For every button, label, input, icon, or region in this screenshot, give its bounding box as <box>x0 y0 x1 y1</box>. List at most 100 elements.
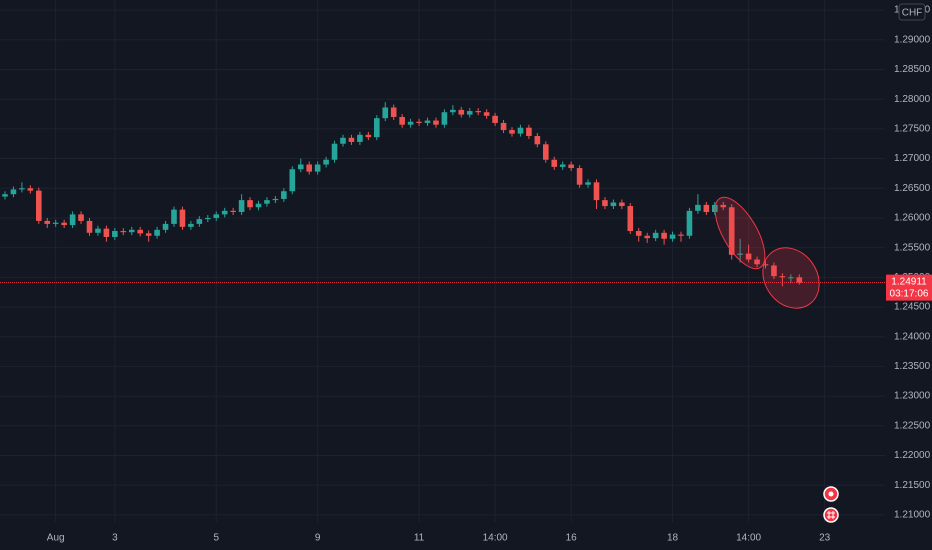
y-tick-label: 1.23500 <box>894 361 931 372</box>
x-tick-label: 18 <box>667 533 679 544</box>
candle-body <box>593 182 600 201</box>
candle-body <box>635 231 642 236</box>
y-tick-label: 1.22000 <box>894 450 931 461</box>
countdown-label: 03:17:06 <box>890 288 929 299</box>
candle-body <box>433 120 439 125</box>
candle-body <box>399 116 405 125</box>
candle-body <box>754 259 760 265</box>
candle-body <box>213 214 220 218</box>
candle-body <box>340 137 346 144</box>
ellipse-annotation[interactable] <box>705 190 774 276</box>
candle-body <box>424 120 431 123</box>
candle-body <box>652 232 659 239</box>
x-tick-label: Aug <box>47 533 65 544</box>
candle-body <box>703 204 710 213</box>
candle-body <box>255 203 262 208</box>
y-tick-label: 1.23000 <box>894 391 931 402</box>
candle-body <box>720 204 727 208</box>
candle-body <box>526 127 532 136</box>
candle-body <box>788 277 794 279</box>
candle-body <box>95 228 101 233</box>
candle-body <box>466 111 473 115</box>
candle-body <box>314 164 321 172</box>
candle-body <box>669 234 676 239</box>
y-tick-label: 1.27000 <box>894 153 931 164</box>
candle-body <box>264 200 270 204</box>
candle-body <box>27 188 34 191</box>
candle-body <box>492 115 498 123</box>
candle-body <box>500 122 507 131</box>
flag-icon[interactable] <box>823 507 839 523</box>
x-tick-label: 9 <box>315 533 321 544</box>
candle-body <box>534 135 541 145</box>
candle-body <box>771 265 777 277</box>
candle-body <box>230 210 236 213</box>
candle-body <box>737 253 743 255</box>
candle-body <box>602 200 608 207</box>
candle-body <box>678 234 684 236</box>
candle-body <box>661 232 667 239</box>
grid <box>0 0 885 522</box>
candle-body <box>441 112 448 125</box>
candle-body <box>2 194 8 197</box>
candle-body <box>610 202 617 207</box>
candle-body <box>407 121 414 125</box>
candle-body <box>779 276 786 278</box>
candles <box>2 102 803 287</box>
candle-body <box>619 202 625 207</box>
y-tick-label: 1.28000 <box>894 94 931 105</box>
candle-body <box>348 137 355 142</box>
candle-body <box>559 164 566 167</box>
candle-body <box>10 189 17 195</box>
candle-body <box>357 134 363 142</box>
y-tick-label: 1.24500 <box>894 302 931 313</box>
last-price-badge <box>886 274 932 301</box>
x-tick-label: 3 <box>112 533 118 544</box>
candle-body <box>179 209 186 227</box>
candle-body <box>568 164 574 169</box>
candle-body <box>627 206 634 232</box>
candle-body <box>390 107 397 117</box>
y-tick-label: 1.21000 <box>894 510 931 521</box>
candle-body <box>416 121 422 123</box>
candle-body <box>36 190 42 221</box>
candle-body <box>162 223 169 230</box>
currency-label: CHF <box>902 8 923 19</box>
candle-body <box>196 219 203 224</box>
x-tick-label: 16 <box>566 533 578 544</box>
x-tick-label: 11 <box>414 533 425 544</box>
candle-body <box>247 200 253 208</box>
candle-body <box>644 235 650 239</box>
y-tick-label: 1.28500 <box>894 64 931 75</box>
y-tick-label: 1.26500 <box>894 183 931 194</box>
candle-body <box>585 182 591 185</box>
candle-body <box>86 220 93 233</box>
candle-body <box>44 220 51 224</box>
y-tick-label: 1.22500 <box>894 420 931 431</box>
candle-body <box>695 204 701 211</box>
candle-body <box>171 209 177 224</box>
candle-body <box>323 159 329 165</box>
candle-body <box>543 144 549 160</box>
y-tick-label: 1.21500 <box>894 480 931 491</box>
currency-badge[interactable] <box>898 3 926 21</box>
candle-body <box>120 231 127 233</box>
candle-body <box>205 217 211 220</box>
candle-body <box>458 109 465 115</box>
candle-body <box>52 222 59 224</box>
ellipse-annotation[interactable] <box>751 237 830 319</box>
candle-body <box>796 277 803 283</box>
candle-body <box>103 228 110 237</box>
x-tick-label: 23 <box>819 533 831 544</box>
candle-body <box>112 231 118 237</box>
candle-body <box>19 188 25 190</box>
flag-icon[interactable] <box>823 486 839 502</box>
last-price-label: 1.24911 <box>891 276 927 287</box>
candle-body <box>382 107 389 119</box>
y-tick-label: 1.25500 <box>894 242 931 253</box>
candle-body <box>78 214 84 221</box>
candle-body <box>145 233 152 236</box>
candle-body <box>188 223 194 227</box>
candle-body <box>289 169 296 192</box>
y-tick-label: 1.26000 <box>894 213 931 224</box>
